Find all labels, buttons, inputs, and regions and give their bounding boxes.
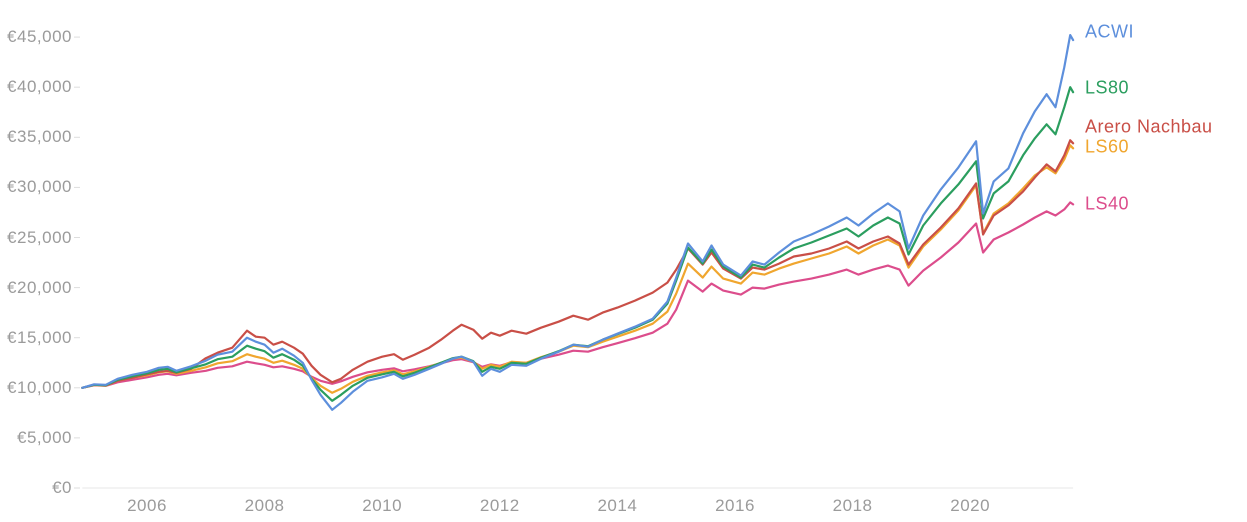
x-axis-tick-label: 2012 bbox=[479, 496, 520, 515]
series-line-arero-nachbau bbox=[81, 139, 1075, 389]
x-axis-tick-label: 2020 bbox=[950, 496, 991, 515]
y-axis-tick-label: €40,000 bbox=[7, 77, 72, 97]
series-label-ls60: LS60 bbox=[1085, 136, 1130, 157]
x-axis-tick-label: 2010 bbox=[362, 496, 403, 515]
series-line-ls40 bbox=[81, 201, 1075, 389]
series-label-arero-nachbau: Arero Nachbau bbox=[1085, 116, 1213, 137]
y-axis-tick-label: €45,000 bbox=[7, 27, 72, 47]
series-label-acwi: ACWI bbox=[1085, 21, 1134, 42]
y-axis-tick-label: €35,000 bbox=[7, 127, 72, 147]
x-axis-tick-label: 2006 bbox=[127, 496, 167, 515]
x-axis-tick-label: 2014 bbox=[597, 496, 638, 515]
y-axis-tick-label: €0 bbox=[52, 478, 72, 497]
x-axis-tick-label: 2016 bbox=[715, 496, 755, 515]
y-axis-tick-label: €30,000 bbox=[7, 177, 72, 197]
y-axis-tick-label: €15,000 bbox=[7, 327, 72, 347]
y-axis-tick-label: €5,000 bbox=[17, 427, 72, 447]
series-label-ls80: LS80 bbox=[1085, 77, 1130, 98]
y-axis-tick-label: €20,000 bbox=[7, 277, 72, 297]
series-line-acwi bbox=[81, 33, 1075, 411]
series-label-ls40: LS40 bbox=[1085, 193, 1130, 214]
y-axis-tick-label: €25,000 bbox=[7, 227, 72, 247]
x-axis-tick-label: 2018 bbox=[832, 496, 873, 515]
y-axis-tick-label: €10,000 bbox=[7, 377, 72, 397]
x-axis-tick-label: 2008 bbox=[244, 496, 285, 515]
